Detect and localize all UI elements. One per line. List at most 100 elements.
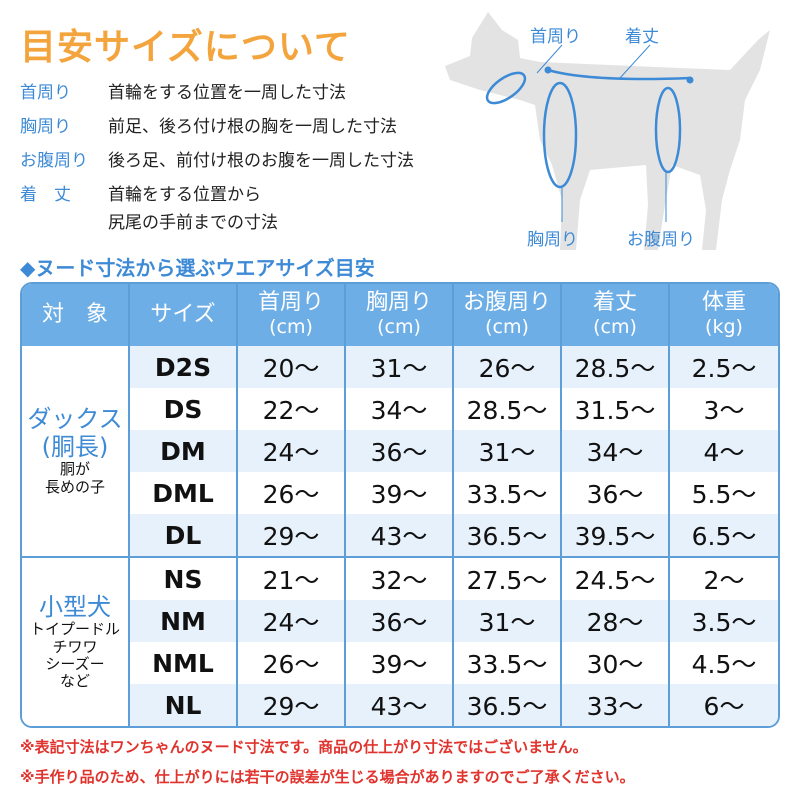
- column-header: サイズ: [130, 284, 238, 346]
- value-cell: 31〜: [346, 346, 454, 388]
- column-header: 対 象: [22, 284, 130, 346]
- value-cell: 30〜: [562, 642, 670, 684]
- table-row: NM 24〜 36〜 31〜 28〜 3.5〜: [22, 600, 778, 642]
- value-cell: 39〜: [346, 472, 454, 514]
- value-cell: 31.5〜: [562, 388, 670, 430]
- chest-measure-loop: [542, 81, 578, 189]
- value-cell: 43〜: [346, 684, 454, 726]
- size-cell: NML: [130, 642, 238, 684]
- value-cell: 39〜: [346, 642, 454, 684]
- definition-text: 尻尾の手前までの寸法: [108, 213, 278, 233]
- value-cell: 21〜: [238, 556, 346, 600]
- value-cell: 20〜: [238, 346, 346, 388]
- column-header-unit: (cm): [377, 316, 421, 338]
- group-description: 長めの子: [44, 477, 105, 496]
- value-cell: 34〜: [562, 430, 670, 472]
- column-header-unit: (cm): [269, 316, 313, 338]
- table-row: DL 29〜 43〜 36.5〜 39.5〜 6.5〜: [22, 514, 778, 556]
- value-cell: 5.5〜: [691, 480, 757, 509]
- group-name-sub: (胴長): [41, 432, 109, 461]
- table-row: 小型犬 トイプードル チワワ シーズー など NS 21〜 32〜 27.5〜 24.5〜 2〜: [22, 556, 778, 726]
- value-cell: 31〜: [454, 600, 562, 642]
- column-header: 胸周り (cm): [346, 284, 454, 346]
- group-cell: ダックス (胴長) 胴が 長めの子: [22, 346, 130, 556]
- value-cell: 39.5〜: [562, 514, 670, 556]
- table-row: DS 22〜 34〜 28.5〜 31.5〜 3〜: [22, 388, 778, 430]
- value-cell: 22〜: [238, 388, 346, 430]
- size-cell: NS: [130, 556, 238, 600]
- definition-term: 着 丈: [20, 185, 71, 205]
- value-cell: 43〜: [346, 514, 454, 556]
- group-name: ダックス: [27, 405, 123, 434]
- belly-measure-loop: [654, 86, 682, 174]
- dog-illustration: [445, 12, 770, 250]
- value-cell: 29〜: [238, 684, 346, 726]
- table-row: NML 26〜 39〜 33.5〜 30〜 4.5〜: [22, 642, 778, 684]
- note-nude-size: ※表記寸法はワンちゃんのヌード寸法です。商品の仕上がり寸法ではございません。: [20, 738, 588, 756]
- group-description: シーズー: [45, 654, 105, 673]
- column-header: 着丈 (cm): [562, 284, 670, 346]
- definition-text: 後ろ足、前付け根のお腹を一周した寸法: [108, 151, 414, 171]
- value-cell: 4.5〜: [691, 650, 757, 679]
- dog-label-length: 着丈: [625, 27, 659, 47]
- column-header: 体重 (kg): [670, 284, 778, 346]
- value-cell: 26〜: [238, 472, 346, 514]
- group-description: 胴が: [59, 460, 90, 479]
- value-cell: 28.5〜: [454, 388, 562, 430]
- value-cell: 3.5〜: [670, 600, 778, 642]
- group-description: チワワ: [52, 637, 98, 656]
- table-row: DM 24〜 36〜 31〜 34〜 4〜: [22, 430, 778, 472]
- definition-text: 首輪をする位置を一周した寸法: [108, 83, 346, 103]
- group-description: など: [59, 672, 90, 691]
- definition-text: 首輪をする位置から: [108, 185, 261, 205]
- column-header-label: 体重: [701, 290, 746, 315]
- dog-silhouette: [445, 12, 770, 250]
- column-header-label: 首周り: [257, 290, 324, 315]
- value-cell: 33.5〜: [454, 642, 562, 684]
- value-cell: 36.5〜: [454, 684, 562, 726]
- dog-label-belly: お腹周り: [627, 230, 695, 250]
- value-cell: 3〜: [703, 396, 745, 425]
- size-cell: D2S: [130, 346, 238, 388]
- value-cell: 34〜: [346, 388, 454, 430]
- value-cell: 24〜: [238, 430, 346, 472]
- value-cell: 36〜: [346, 430, 454, 472]
- table-subtitle: ◆ヌード寸法から選ぶウエアサイズ目安: [20, 256, 375, 280]
- column-header-unit: (cm): [485, 316, 529, 338]
- neck-measure-loop: [485, 71, 527, 105]
- value-cell: 2〜: [670, 556, 778, 600]
- column-header-unit: (cm): [593, 316, 637, 338]
- column-header: 首周り (cm): [238, 284, 346, 346]
- definition-term: 胸周り: [20, 117, 71, 137]
- value-cell: 27.5〜: [454, 556, 562, 600]
- group-name: 小型犬: [39, 592, 111, 621]
- length-measure-line: [547, 68, 691, 81]
- value-cell: 36〜: [562, 472, 670, 514]
- table-row: DML 26〜 39〜 33.5〜 36〜 5.5〜: [22, 472, 778, 514]
- size-cell: DL: [130, 514, 238, 556]
- dog-label-chest: 胸周り: [527, 230, 578, 250]
- column-header-label: 対 象: [41, 302, 108, 327]
- page-title: 目安サイズについて: [20, 27, 351, 68]
- definition-text: 前足、後ろ付け根の胸を一周した寸法: [108, 117, 397, 137]
- value-cell: 36.5〜: [454, 514, 562, 556]
- value-cell: 28.5〜: [562, 346, 670, 388]
- value-cell: 24.5〜: [562, 556, 670, 600]
- value-cell: 33.5〜: [454, 472, 562, 514]
- note-handmade: ※手作り品のため、仕上がりには若干の誤差が生じる場合がありますのでご了承ください…: [20, 768, 635, 786]
- table-row: NL 29〜 43〜 36.5〜 33〜 6〜: [22, 684, 778, 726]
- group-cell: 小型犬 トイプードル チワワ シーズー など: [22, 556, 130, 726]
- value-cell: 32〜: [346, 556, 454, 600]
- size-cell: DML: [130, 472, 238, 514]
- value-cell: 6.5〜: [670, 514, 778, 556]
- definition-term: お腹周り: [20, 151, 88, 171]
- column-header-unit: (kg): [705, 316, 743, 338]
- column-header: お腹周り (cm): [454, 284, 562, 346]
- table-row: ダックス (胴長) 胴が 長めの子 D2S 20〜 31〜 26〜 28.5〜 2.5〜: [22, 346, 778, 556]
- value-cell: 2.5〜: [670, 346, 778, 388]
- value-cell: 26〜: [454, 346, 562, 388]
- value-cell: 26〜: [238, 642, 346, 684]
- column-header-label: サイズ: [150, 302, 216, 327]
- value-cell: 31〜: [454, 430, 562, 472]
- size-table: 対 象サイズ 首周り (cm) 胸周り (cm) お腹周り (cm) 着丈 (cm) 体重 (kg)…: [20, 282, 780, 728]
